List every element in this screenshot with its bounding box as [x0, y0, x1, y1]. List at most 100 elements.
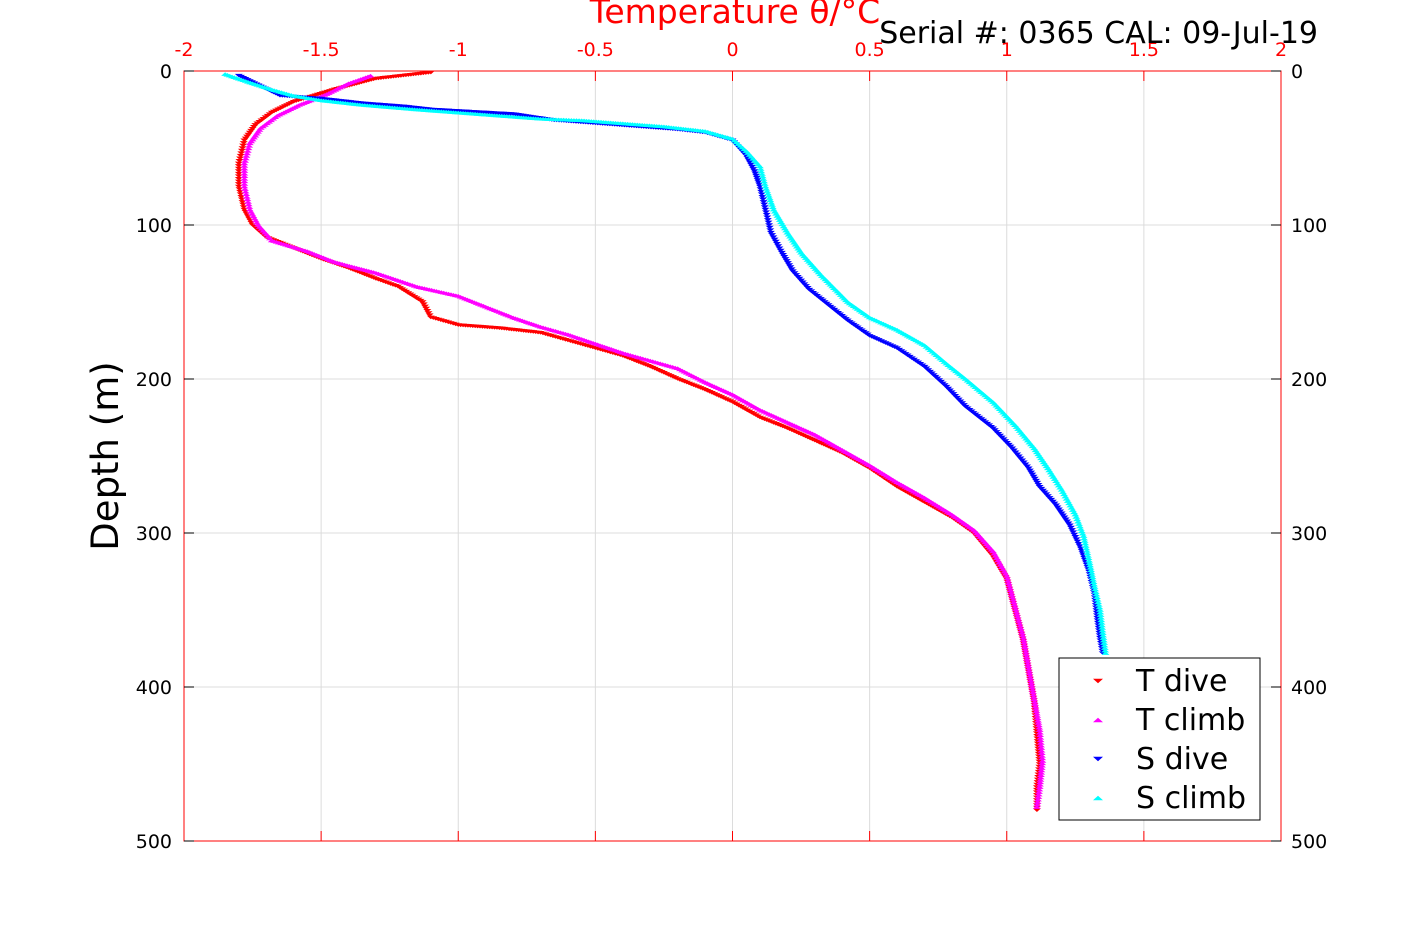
data-point	[1022, 654, 1031, 659]
data-point	[1081, 544, 1090, 548]
data-point	[1037, 763, 1046, 768]
data-point	[756, 167, 765, 171]
data-point	[770, 209, 779, 214]
data-point	[767, 200, 776, 205]
data-point	[1038, 488, 1047, 493]
y-tick-label-right: 0	[1291, 61, 1303, 83]
data-point	[1068, 528, 1077, 532]
data-point	[1023, 661, 1032, 666]
data-point	[1013, 452, 1022, 457]
data-point	[757, 189, 766, 194]
data-point	[1077, 529, 1086, 534]
x-tick-label: -1.5	[303, 39, 340, 61]
data-point	[1050, 501, 1059, 506]
data-point	[758, 174, 767, 179]
data-point	[1005, 586, 1014, 590]
data-point	[785, 263, 794, 267]
data-point	[1058, 490, 1067, 494]
data-point	[766, 230, 775, 235]
data-point	[1036, 775, 1045, 780]
data-point	[1082, 549, 1091, 553]
data-point	[1021, 462, 1030, 467]
data-point	[803, 286, 812, 290]
data-point	[764, 220, 773, 225]
data-point	[241, 136, 250, 141]
data-point	[1071, 512, 1080, 517]
data-point	[1092, 595, 1101, 599]
data-point	[947, 390, 956, 394]
data-point	[787, 267, 796, 271]
data-point	[1031, 706, 1040, 711]
legend-label: S dive	[1136, 742, 1228, 777]
data-point	[763, 189, 772, 193]
data-point	[1052, 503, 1061, 508]
data-point	[761, 207, 770, 212]
data-point	[1074, 541, 1083, 546]
data-point	[800, 282, 809, 286]
data-point	[1025, 669, 1034, 673]
data-point	[425, 313, 434, 317]
data-point	[240, 177, 249, 181]
data-point	[768, 205, 777, 210]
data-point	[1076, 527, 1085, 531]
data-point	[1032, 808, 1041, 812]
series-s-climb	[221, 72, 1110, 655]
data-point	[768, 233, 777, 237]
data-point	[1016, 624, 1025, 628]
data-point	[1032, 478, 1041, 483]
data-point	[1054, 483, 1063, 488]
data-point	[745, 160, 754, 165]
data-point	[1014, 454, 1023, 459]
data-point	[772, 212, 781, 216]
data-point	[761, 184, 770, 189]
legend-box	[1058, 657, 1261, 821]
data-point	[776, 248, 785, 253]
data-point	[995, 560, 1004, 565]
data-point	[423, 309, 432, 313]
data-point	[1004, 579, 1013, 583]
data-point	[418, 300, 427, 304]
y-tick-label-left: 300	[136, 523, 172, 545]
data-point	[1035, 730, 1044, 735]
data-point	[1000, 569, 1009, 574]
data-point	[1017, 628, 1026, 633]
data-point	[422, 306, 431, 311]
data-point	[240, 169, 249, 173]
data-point	[1019, 638, 1028, 642]
data-point	[1072, 515, 1081, 519]
data-point	[951, 394, 960, 398]
data-point	[1016, 626, 1025, 631]
data-point	[1035, 785, 1044, 789]
data-point	[994, 558, 1003, 563]
data-point	[944, 386, 953, 391]
data-point	[782, 228, 791, 233]
data-point	[1016, 456, 1025, 461]
data-point	[1020, 640, 1029, 645]
data-point	[1101, 648, 1110, 653]
data-point	[949, 392, 958, 396]
x-tick-label: 0.5	[855, 39, 885, 61]
data-point	[788, 269, 797, 273]
legend-label: T dive	[1135, 664, 1227, 699]
x-tick-label: -2	[175, 39, 194, 61]
data-point	[1066, 525, 1075, 530]
data-point	[249, 125, 258, 129]
data-point	[240, 174, 249, 179]
data-point	[1043, 494, 1052, 498]
data-point	[1032, 805, 1041, 809]
data-point	[765, 196, 774, 200]
data-point	[759, 200, 768, 204]
data-point	[1004, 581, 1013, 586]
data-point	[235, 159, 244, 163]
data-point	[760, 179, 769, 184]
data-point	[780, 226, 789, 231]
data-point	[236, 153, 245, 158]
data-point	[1019, 460, 1028, 465]
data-point	[771, 239, 780, 244]
data-point	[1038, 756, 1047, 761]
data-point	[249, 214, 258, 218]
data-point	[1056, 485, 1065, 490]
data-point	[1035, 485, 1044, 489]
data-point	[1033, 802, 1042, 807]
data-point	[237, 148, 246, 153]
